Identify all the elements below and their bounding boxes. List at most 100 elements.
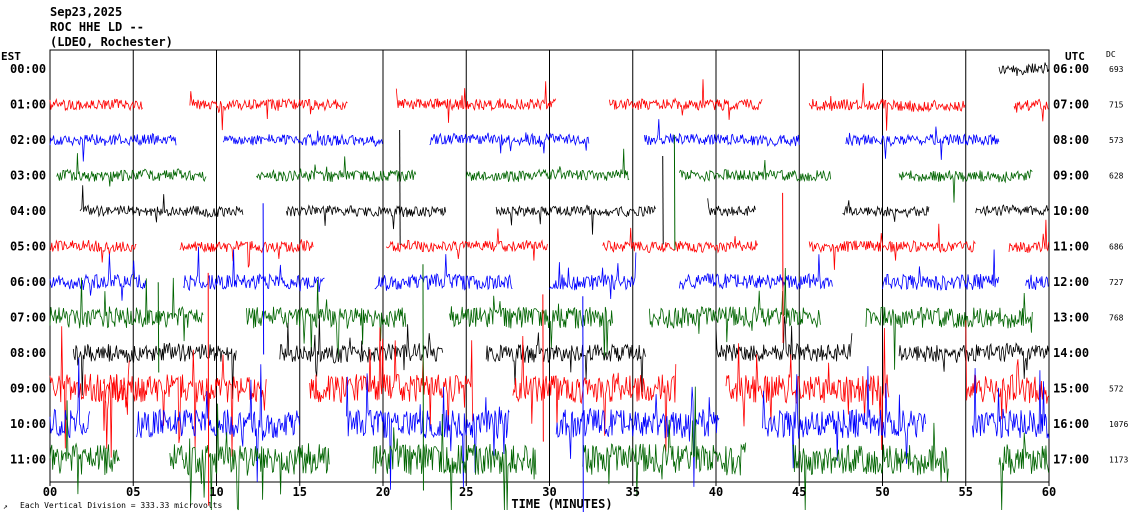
trace-segment xyxy=(429,132,590,154)
trace-segment xyxy=(102,349,267,457)
dc-offset-value: 1173 xyxy=(1109,456,1128,465)
seismic-traces xyxy=(49,62,1050,513)
trace-segment xyxy=(549,252,637,300)
utc-hour-label: 14:00 xyxy=(1053,346,1089,360)
trace-segment xyxy=(865,292,1033,370)
trace-segment xyxy=(372,413,537,511)
trace-segment xyxy=(898,169,1033,203)
utc-hour-label: 07:00 xyxy=(1053,98,1089,112)
trace-segment xyxy=(256,156,417,183)
trace-segment xyxy=(975,204,1049,217)
x-tick-label: 50 xyxy=(875,485,889,499)
trace-segment xyxy=(715,316,853,362)
trace-spike xyxy=(207,272,210,506)
trace-segment xyxy=(465,148,630,183)
utc-hour-label: 13:00 xyxy=(1053,311,1089,325)
trace-segment xyxy=(842,200,930,222)
trace-segment xyxy=(49,277,204,342)
vertical-division-note: Each Vertical Division = 333.33 microvol… xyxy=(20,501,222,510)
hour-row-labels: 00:00 06:00 693 01:00 07:00 715 02:00 08:00 573 0… xyxy=(10,62,1128,467)
est-hour-label: 10:00 xyxy=(10,417,46,431)
x-tick-label: 00 xyxy=(43,485,57,499)
trace-segment xyxy=(169,403,330,511)
trace-spike xyxy=(422,264,424,491)
trace-spike xyxy=(542,294,544,442)
utc-hour-label: 15:00 xyxy=(1053,382,1089,396)
scale-icon: ↗ xyxy=(3,502,8,511)
trace-segment xyxy=(179,239,314,268)
trace-spike xyxy=(399,129,401,245)
trace-segment xyxy=(845,126,1000,160)
trace-segment xyxy=(449,295,613,360)
est-hour-label: 08:00 xyxy=(10,346,46,360)
trace-segment xyxy=(49,132,177,162)
trace-segment xyxy=(79,185,244,223)
header-station: ROC HHE LD -- xyxy=(50,20,144,34)
trace-segment xyxy=(1025,274,1049,290)
trace-segment xyxy=(582,386,747,497)
trace-segment xyxy=(679,159,831,183)
est-hour-label: 02:00 xyxy=(10,133,46,147)
dc-offset-value: 727 xyxy=(1109,278,1124,287)
trace-segment xyxy=(279,314,444,377)
header-network: (LDEO, Rochester) xyxy=(50,35,173,49)
trace-segment xyxy=(485,332,646,393)
est-hour-label: 09:00 xyxy=(10,382,46,396)
trace-segment xyxy=(346,373,510,490)
est-hour-label: 04:00 xyxy=(10,204,46,218)
trace-segment xyxy=(972,368,1050,439)
trace-spike xyxy=(673,134,676,251)
trace-segment xyxy=(602,227,758,254)
dc-offset-value: 573 xyxy=(1109,136,1124,145)
trace-segment xyxy=(808,223,976,270)
trace-segment xyxy=(998,62,1049,76)
trace-segment xyxy=(246,279,407,360)
trace-segment xyxy=(609,79,763,120)
trace-segment xyxy=(189,91,348,131)
dc-offset-value: 628 xyxy=(1109,172,1124,181)
x-axis-ticks: 00 05 10 15 20 25 30 35 40 45 50 55 60 xyxy=(43,482,1056,499)
x-axis-label: TIME (MINUTES) xyxy=(511,497,612,511)
est-hour-label: 06:00 xyxy=(10,275,46,289)
trace-segment xyxy=(49,253,147,301)
trace-segment xyxy=(762,366,926,469)
dc-offset-value: 768 xyxy=(1109,314,1124,323)
trace-segment xyxy=(679,254,833,290)
x-tick-label: 15 xyxy=(293,485,307,499)
est-hour-label: 00:00 xyxy=(10,62,46,76)
est-hour-label: 11:00 xyxy=(10,453,46,467)
minute-gridlines xyxy=(132,50,967,482)
trace-segment xyxy=(222,130,383,148)
trace-segment xyxy=(72,342,237,399)
trace-segment xyxy=(725,327,890,450)
trace-segment xyxy=(898,342,1049,379)
dc-offset-value: 1076 xyxy=(1109,420,1128,429)
trace-segment xyxy=(808,83,966,131)
x-tick-label: 10 xyxy=(209,485,223,499)
trace-segment xyxy=(1008,219,1049,254)
utc-hour-label: 12:00 xyxy=(1053,275,1089,289)
x-tick-label: 05 xyxy=(126,485,140,499)
trace-segment xyxy=(882,249,999,292)
trace-segment xyxy=(1013,98,1049,122)
left-timezone-label: EST xyxy=(1,50,21,63)
trace-segment xyxy=(792,422,949,511)
trace-segment xyxy=(707,198,756,217)
trace-segment xyxy=(49,357,90,438)
trace-segment xyxy=(49,326,130,458)
utc-hour-label: 11:00 xyxy=(1053,240,1089,254)
dc-offset-value: 693 xyxy=(1109,65,1124,74)
x-tick-label: 40 xyxy=(709,485,723,499)
utc-hour-label: 06:00 xyxy=(1053,62,1089,76)
trace-spike xyxy=(662,155,664,245)
x-tick-label: 60 xyxy=(1042,485,1056,499)
est-hour-label: 05:00 xyxy=(10,240,46,254)
trace-segment xyxy=(998,432,1049,511)
trace-segment xyxy=(395,81,556,123)
trace-spike xyxy=(157,282,160,373)
trace-spike xyxy=(262,203,265,355)
dc-header-label: DC xyxy=(1106,50,1116,59)
trace-segment xyxy=(286,204,447,230)
x-tick-label: 35 xyxy=(626,485,640,499)
x-tick-label: 30 xyxy=(542,485,556,499)
